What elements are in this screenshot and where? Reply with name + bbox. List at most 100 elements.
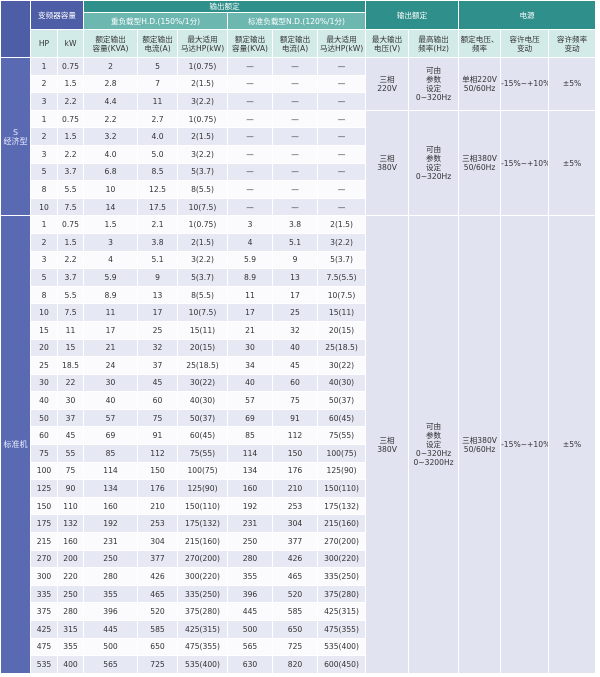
table-cell: 475 xyxy=(30,637,58,657)
table-cell: 4.4 xyxy=(83,92,138,111)
table-cell: 6.8 xyxy=(83,162,138,182)
table-cell: 37 xyxy=(57,408,84,428)
table-cell: 3 xyxy=(30,250,58,270)
table-cell: 17 xyxy=(137,303,178,322)
table-cell: 34 xyxy=(227,356,273,375)
table-cell: 5 xyxy=(30,268,58,287)
table-cell: 40 xyxy=(30,391,58,410)
table-cell: 8.5 xyxy=(137,162,178,182)
merged-cell: ±5% xyxy=(548,109,597,217)
table-cell: 5 xyxy=(30,162,58,182)
table-cell: 9 xyxy=(137,268,178,287)
table-cell: 134 xyxy=(227,461,273,481)
table-cell: 8(5.5) xyxy=(177,285,228,305)
table-cell: 585 xyxy=(137,620,178,639)
table-cell: 45 xyxy=(57,426,84,446)
table-cell: 4 xyxy=(227,232,273,252)
table-cell: 375 xyxy=(30,602,58,621)
table-cell: — xyxy=(227,197,273,217)
merged-cell: 三相380V 50/60Hz xyxy=(458,109,502,217)
table-cell: 160 xyxy=(227,479,273,498)
table-cell: 520 xyxy=(272,584,318,604)
table-cell: 57 xyxy=(227,391,273,410)
table-cell: 465 xyxy=(137,584,178,604)
table-cell: 125(90) xyxy=(177,479,228,498)
column-header: 容许频率 变动 xyxy=(548,29,597,58)
table-row: 300 220 280 426 300(220) 355 465 335(250) xyxy=(1,567,596,586)
table-cell: — xyxy=(272,144,318,164)
table-cell: 2.2 xyxy=(83,109,138,129)
merged-cell: -15%~+10% xyxy=(500,215,550,674)
table-cell: — xyxy=(272,127,318,146)
table-cell: 20(15) xyxy=(177,338,228,358)
table-cell: 91 xyxy=(272,408,318,428)
table-cell: 75 xyxy=(30,444,58,463)
table-cell: 2.7 xyxy=(137,109,178,129)
table-row: 1 0.75 2.2 2.7 1(0.75) — — — 三相 380V 可由 参数 设定 0~3… xyxy=(1,109,597,217)
table-cell: 231 xyxy=(83,532,138,551)
table-cell: 280 xyxy=(57,602,84,621)
merged-cell: 可由 参数 设定 0~320Hz xyxy=(408,109,460,217)
table-cell: 10 xyxy=(30,303,58,322)
table-row: 425 315 445 585 425(315) 500 650 475(355) xyxy=(1,620,596,639)
header-cell: 输出额定 xyxy=(82,0,367,13)
table-cell: 355 xyxy=(83,584,138,604)
table-cell: 377 xyxy=(272,532,318,551)
table-cell: 2 xyxy=(30,127,58,146)
table-cell: 32 xyxy=(137,338,178,358)
column-header: 容许电压 变动 xyxy=(500,29,550,58)
table-cell: 17 xyxy=(83,320,138,340)
table-cell: 1.5 xyxy=(57,127,84,146)
header-cell: 变频器容量 xyxy=(30,0,84,30)
table-cell: 2(1.5) xyxy=(177,127,228,146)
table-cell: — xyxy=(227,92,273,111)
table-cell: 18.5 xyxy=(57,356,84,375)
table-cell: 55 xyxy=(57,444,84,463)
header-cell: 输出额定 xyxy=(365,0,460,30)
table-cell: 50(37) xyxy=(177,408,228,428)
table-cell: 13 xyxy=(137,285,178,305)
table-cell: 60 xyxy=(30,426,58,446)
table-cell: 5(3.7) xyxy=(177,268,228,287)
table-cell: 10 xyxy=(30,197,58,217)
table-cell: 5.1 xyxy=(272,232,318,252)
table-cell: 426 xyxy=(272,549,318,569)
table-cell: 500 xyxy=(227,620,273,639)
table-cell: 3.7 xyxy=(57,162,84,182)
table-cell: 150 xyxy=(137,461,178,481)
table-row: 变频器容量 输出额定 输出额定 电源 xyxy=(0,0,597,58)
column-header: kW xyxy=(57,29,84,58)
table-cell: 75(55) xyxy=(177,444,228,463)
table-cell: 2.2 xyxy=(57,92,84,111)
table-cell: 57 xyxy=(83,408,138,428)
table-cell: 32 xyxy=(272,320,318,340)
table-cell: 335(250) xyxy=(177,584,228,604)
table-cell: 24 xyxy=(83,356,138,375)
table-cell: 114 xyxy=(83,461,138,481)
table-cell: — xyxy=(316,180,367,199)
table-cell: 60(45) xyxy=(316,408,367,428)
table-cell: 60 xyxy=(272,373,318,393)
header-cell: 电源 xyxy=(458,0,597,30)
table-cell: 3.8 xyxy=(272,215,318,234)
table-cell: 3 xyxy=(30,92,58,111)
table-row: 2 1.5 3.2 4.0 2(1.5) — — — xyxy=(1,127,596,146)
table-cell: 7.5(5.5) xyxy=(316,268,367,287)
table-cell: 300(220) xyxy=(177,567,228,586)
column-header: 最大适用 马达HP(kW) xyxy=(177,29,228,58)
table-cell: — xyxy=(316,92,367,111)
table-cell: 22 xyxy=(57,373,84,393)
table-row: 2 1.5 3 3.8 2(1.5) 4 5.1 3(2.2) xyxy=(1,232,596,252)
merged-cell: 可由 参数 设定 0~320Hz xyxy=(408,57,460,111)
table-row: 100 75 114 150 100(75) 134 176 125(90) xyxy=(1,461,596,481)
table-cell: 425(315) xyxy=(177,620,228,639)
table-cell: 650 xyxy=(137,637,178,657)
table-cell: 2(1.5) xyxy=(177,74,228,94)
table-cell: 30(22) xyxy=(177,373,228,393)
table-cell: 175 xyxy=(30,514,58,534)
table-cell: 5.5 xyxy=(57,180,84,199)
column-header: 额定输出 电流(A) xyxy=(272,29,318,58)
table-cell: 150 xyxy=(30,496,58,516)
table-cell: 520 xyxy=(137,602,178,621)
table-cell: 8.9 xyxy=(83,285,138,305)
